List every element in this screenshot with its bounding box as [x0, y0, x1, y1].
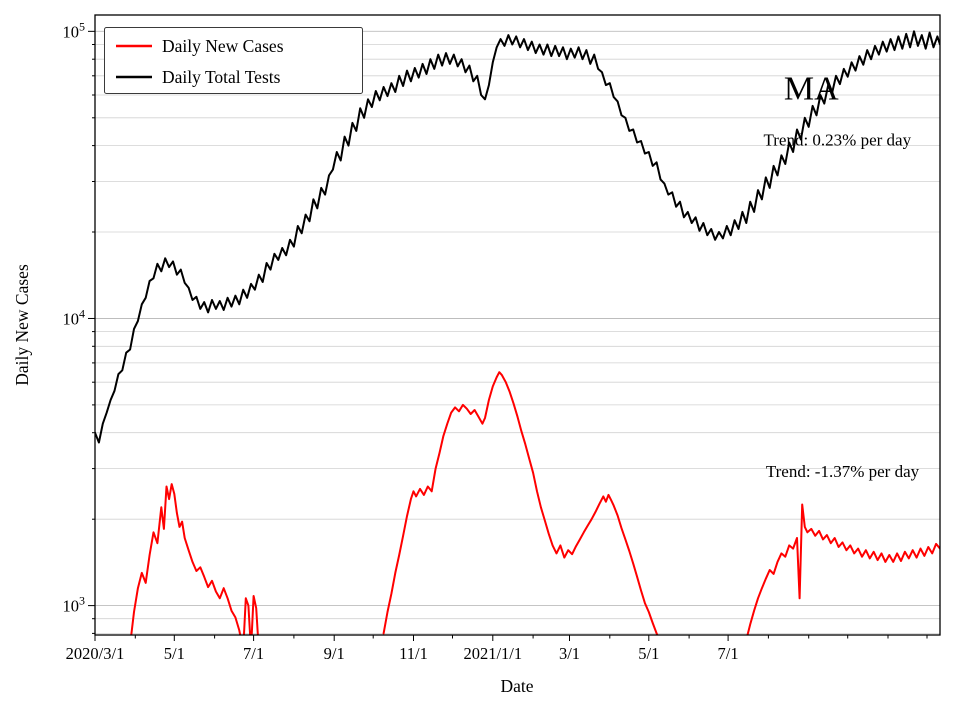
x-tick-label-7: 5/1 [638, 644, 659, 663]
state-label: MA [784, 70, 839, 107]
grid-layer [95, 30, 940, 634]
y-tick-label-1: 104 [63, 306, 86, 328]
series-daily-new-cases [382, 371, 659, 635]
x-tick-label-5: 2021/1/1 [463, 644, 522, 663]
y-axis-label: Daily New Cases [12, 264, 32, 386]
ticks-layer: 103 104 105 2020/3/1 5/1 7/1 9/1 11/1 2021/1/1 3/… [63, 19, 928, 663]
series-daily-total-tests [95, 30, 940, 444]
x-tick-label-6: 3/1 [559, 644, 580, 663]
x-axis-label: Date [500, 676, 533, 696]
x-tick-label-1: 5/1 [164, 644, 185, 663]
trend-tests-label: Trend: 0.23% per day [763, 131, 911, 150]
x-tick-label-2: 7/1 [243, 644, 264, 663]
trend-cases-label: Trend: -1.37% per day [766, 462, 920, 481]
legend-box [104, 27, 363, 94]
x-tick-label-3: 9/1 [324, 644, 345, 663]
series-layer [95, 30, 940, 635]
x-tick-label-4: 11/1 [399, 644, 428, 663]
annotations-layer: MA Trend: 0.23% per day Trend: -1.37% per … [763, 70, 919, 481]
series-daily-new-cases [130, 483, 259, 635]
y-tick-label-0: 103 [63, 594, 86, 616]
y-tick-label-2: 105 [63, 19, 86, 41]
legend: Daily New Cases Daily Total Tests [104, 27, 363, 94]
x-tick-label-0: 2020/3/1 [66, 644, 125, 663]
legend-label-daily-new-cases: Daily New Cases [162, 36, 284, 56]
x-tick-label-8: 7/1 [718, 644, 739, 663]
legend-label-daily-total-tests: Daily Total Tests [162, 67, 281, 87]
plot-border [94, 14, 941, 636]
series-daily-new-cases [746, 503, 940, 635]
